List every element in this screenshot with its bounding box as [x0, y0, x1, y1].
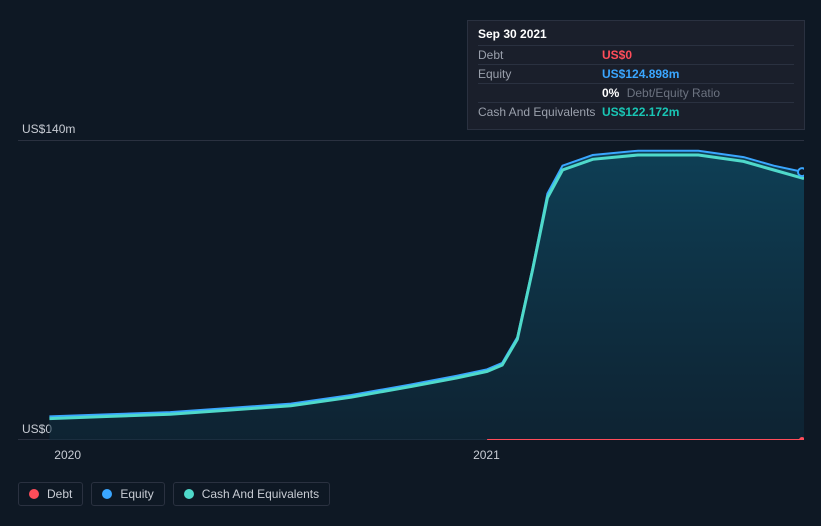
legend-swatch [102, 489, 112, 499]
tooltip-row-debt: Debt US$0 [478, 45, 794, 64]
tooltip-row-equity: Equity US$124.898m [478, 64, 794, 83]
tooltip-label: Equity [478, 67, 602, 81]
legend-item-debt[interactable]: Debt [18, 482, 83, 506]
chart-svg [18, 140, 804, 440]
y-axis-max-label: US$140m [22, 122, 75, 136]
legend-item-equity[interactable]: Equity [91, 482, 164, 506]
legend-swatch [184, 489, 194, 499]
tooltip-value: US$0 [602, 48, 632, 62]
tooltip-date: Sep 30 2021 [478, 27, 794, 45]
series-equity-area [49, 151, 804, 440]
legend-label: Equity [120, 487, 153, 501]
legend-swatch [29, 489, 39, 499]
chart-tooltip: Sep 30 2021 Debt US$0 Equity US$124.898m… [467, 20, 805, 130]
tooltip-value: US$122.172m [602, 105, 679, 119]
tooltip-label: Cash And Equivalents [478, 105, 602, 119]
chart-legend: Debt Equity Cash And Equivalents [18, 482, 330, 506]
tooltip-label: Debt [478, 48, 602, 62]
tooltip-row-cash: Cash And Equivalents US$122.172m [478, 102, 794, 121]
tooltip-value: US$124.898m [602, 67, 679, 81]
legend-item-cash[interactable]: Cash And Equivalents [173, 482, 330, 506]
series-equity-end-marker [798, 168, 804, 176]
tooltip-label [478, 86, 602, 100]
tooltip-ratio-value: 0% [602, 86, 619, 100]
tooltip-row-ratio: 0% Debt/Equity Ratio [478, 83, 794, 102]
legend-label: Cash And Equivalents [202, 487, 319, 501]
x-axis-tick-label: 2020 [54, 448, 81, 462]
chart-area[interactable] [18, 140, 804, 440]
legend-label: Debt [47, 487, 72, 501]
x-axis-tick-label: 2021 [473, 448, 500, 462]
tooltip-ratio-suffix: Debt/Equity Ratio [627, 86, 720, 100]
